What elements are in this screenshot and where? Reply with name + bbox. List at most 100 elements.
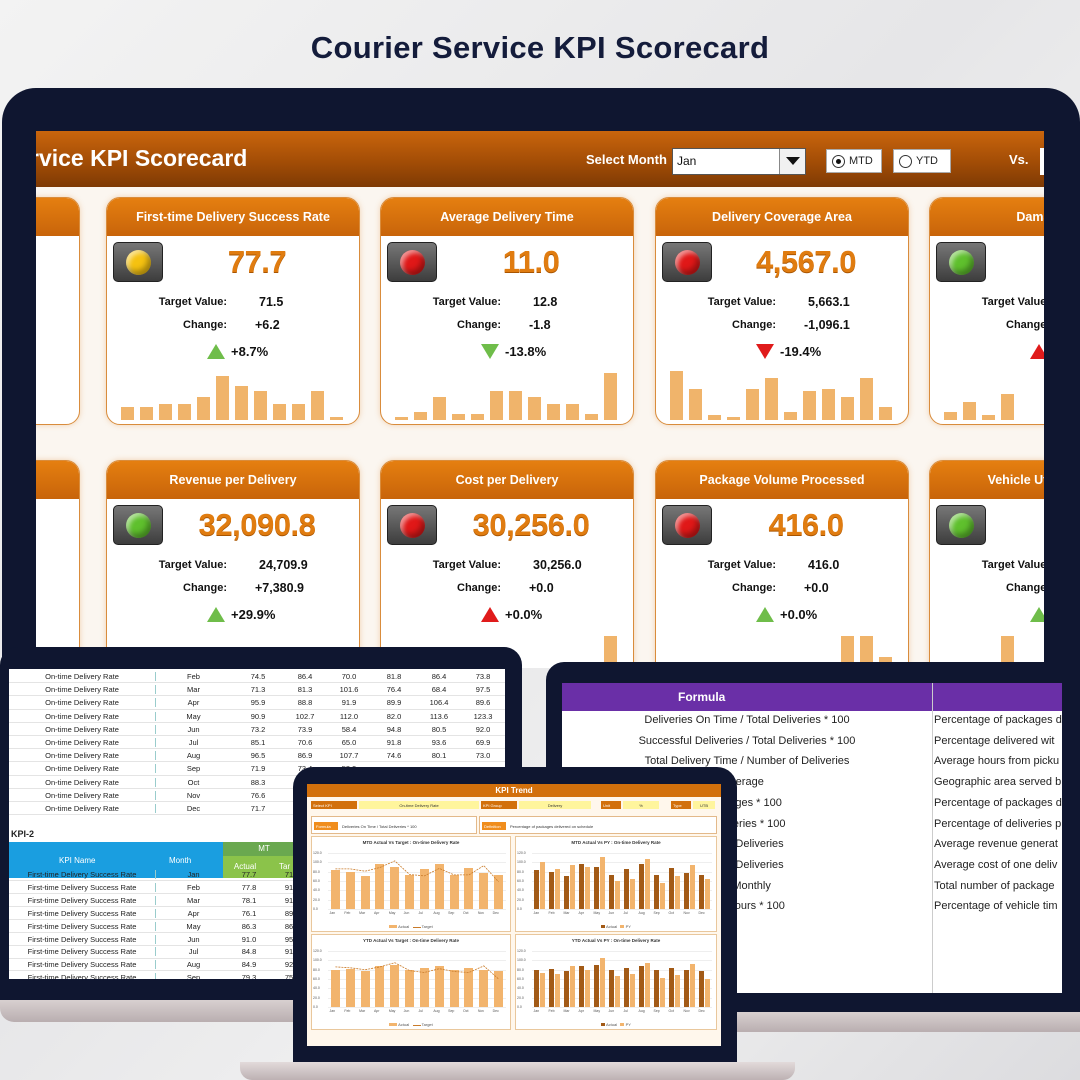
kpi-name-cell: First-time Delivery Success Rate [27,882,137,892]
chart-bar-py [584,867,591,909]
kpi-name-cell: First-time Delivery Success Rate [27,895,137,905]
gridline [532,890,712,892]
kpi-name-cell: First-time Delivery Success Rate [27,934,137,944]
table-row: On-time Delivery Rate Aug 96.5 86.9 107.7 74.… [9,749,505,763]
value-cell: 68.4 [431,685,447,695]
formula-info: Formula Deliveries On Time / Total Deliv… [311,816,477,834]
month-cell: Aug [155,751,231,761]
chart-bar-py [644,858,651,909]
y-tick-label: 120.0 [313,949,322,953]
chart-bar [593,866,600,909]
gridline [328,969,506,971]
unit-value: % [623,801,659,809]
month-cell: Jun [155,934,231,944]
legend-actual: Actual [398,924,410,929]
kpi-card-partial [36,460,80,668]
legend-actual: Actual [605,1022,618,1027]
change-percent: +0.0% [780,607,818,622]
x-tick-label: Dec [698,911,705,915]
x-tick-label: Apr [578,911,584,915]
chart-bar [563,970,570,1007]
vs-label: Vs. [1009,152,1029,167]
sparkline-bar [670,370,683,420]
change-percent: +29.9% [231,607,276,622]
chart-bar-py [539,973,546,1007]
kpi-value: 32,090.8 [198,507,316,542]
y-tick-label: 100.0 [517,958,526,963]
chevron-down-icon[interactable] [779,149,805,174]
gridline [328,862,506,864]
kpi-value: 77.7 [227,244,287,279]
value-cell: 102.7 [295,711,315,721]
column-divider [932,683,933,993]
kpi-card: Damage Rate Target Value: Change: [929,197,1044,425]
x-tick-label: Jul [418,1009,423,1013]
value-cell: 112.0 [339,711,359,721]
type-label: Type [671,801,691,809]
chart-bar [623,869,630,909]
target-value: 12.8 [533,295,558,309]
target-label: Target Value: [707,559,776,571]
definition-cell: Percentage delivered wit [934,734,1055,747]
y-tick-label: 120.0 [517,851,526,855]
select-kpi-field[interactable]: Select KPI On-time Delivery Rate [311,801,481,809]
x-tick-label: Jun [608,911,615,915]
change-value: +0.0 [529,581,554,595]
x-tick-label: Aug [433,911,440,915]
kpi-card: Package Volume Processed 416.0 Target Valu… [655,460,909,668]
kpi-name-cell: First-time Delivery Success Rate [27,908,137,918]
mtd-radio[interactable]: MTD [826,149,882,173]
month-header: Month [169,856,192,865]
vs-dropdown[interactable] [1040,148,1044,175]
chart-bar [548,968,555,1007]
y-tick-label: 60.0 [313,977,320,981]
month-dropdown[interactable]: Jan [672,148,806,175]
value-cell: 73.9 [297,724,313,734]
chart-bar-py [629,878,636,909]
chart-legend: Actual PY [516,924,716,929]
y-tick-label: 60.0 [517,879,524,883]
chart-title: YTD Actual Vs PY : On-time Delivery Rate [571,938,661,943]
sparkline-bar [604,636,617,668]
y-tick-label: 40.0 [517,888,524,893]
target-line [335,860,499,883]
kpi-name-cell: On-time Delivery Rate [45,685,119,695]
table-row: On-time Delivery Rate Mar 71.3 81.3 101.6 76.… [9,683,505,697]
y-tick-label: 0.0 [517,907,522,911]
x-tick-label: Aug [433,1009,440,1013]
sparkline-chart [944,360,1044,420]
kpi-name-cell: First-time Delivery Success Rate [27,870,137,879]
x-tick-label: Sep [653,911,660,915]
unit-field: Unit % [601,801,661,809]
kpi-name-cell: On-time Delivery Rate [45,724,119,734]
definition-cell: Total number of package [934,879,1055,892]
chart-legend: Actual Target [312,1022,510,1027]
change-value: -1,096.1 [804,318,850,332]
target-label: Target Value: [432,559,501,571]
definition-cell: Average hours from picku [934,755,1060,768]
chart-title: MTD Actual Vs Target : On-time Delivery … [362,840,460,845]
kpi-name-cell: On-time Delivery Rate [45,672,119,681]
kpi-card-title: First-time Delivery Success Rate [107,198,359,236]
value-cell: 95.9 [250,698,266,708]
gridline [328,988,506,990]
kpi-card: Revenue per Delivery 32,090.8 Target Value… [106,460,360,668]
legend-target: Target [421,1022,433,1027]
arrow-up-icon [481,607,499,622]
chart-bar [668,867,675,909]
definition-cell: Average revenue generat [934,838,1058,851]
legend-target: Target [421,924,433,929]
value-cell: 82.0 [386,711,402,721]
radio-unselected-icon [899,155,912,168]
chart-legend: Actual PY [516,1022,716,1027]
legend-py: PY [625,1022,631,1027]
legend-actual: Actual [398,1022,410,1027]
ytd-radio[interactable]: YTD [893,149,951,173]
traffic-light-icon [662,242,712,282]
formula-header: Formula [562,683,1062,711]
kpi-name-cell: On-time Delivery Rate [45,790,119,800]
chart-bar-py [539,862,546,909]
sparkline-bar [841,636,854,668]
chart-bar-py [629,974,636,1007]
x-tick-label: Jan [533,1009,540,1013]
